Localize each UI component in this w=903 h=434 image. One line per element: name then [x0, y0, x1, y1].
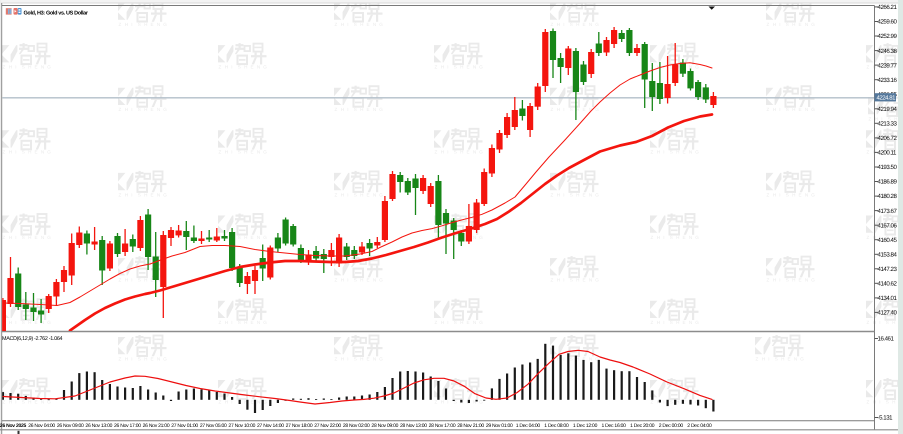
svg-text:1 Dec 16:00: 1 Dec 16:00	[601, 423, 626, 429]
svg-text:4219.94: 4219.94	[878, 106, 898, 113]
svg-text:27 Nov 22:00: 27 Nov 22:00	[314, 423, 341, 429]
svg-text:2 Dec 04:00: 2 Dec 04:00	[687, 423, 712, 429]
svg-text:28 Nov 17:00: 28 Nov 17:00	[429, 423, 456, 429]
svg-text:27 Nov 14:00: 27 Nov 14:00	[257, 423, 284, 429]
svg-text:MACD(6,12,9) -2.762 -1.064: MACD(6,12,9) -2.762 -1.064	[2, 336, 63, 342]
svg-text:4180.28: 4180.28	[878, 193, 898, 200]
svg-text:2 Dec 00:00: 2 Dec 00:00	[659, 423, 684, 429]
svg-text:4266.21: 4266.21	[878, 4, 898, 11]
svg-text:29 Nov 01:00: 29 Nov 01:00	[486, 423, 513, 429]
svg-text:4200.11: 4200.11	[878, 150, 897, 157]
svg-text:4233.16: 4233.16	[878, 77, 898, 84]
svg-text:28 Nov 09:00: 28 Nov 09:00	[371, 423, 398, 429]
svg-text:28 Nov 02:00: 28 Nov 02:00	[343, 423, 370, 429]
svg-text:16.461: 16.461	[878, 336, 895, 343]
svg-text:26 Nov 09:00: 26 Nov 09:00	[57, 423, 84, 429]
svg-text:26 Nov 17:00: 26 Nov 17:00	[114, 423, 141, 429]
svg-text:27 Nov 18:00: 27 Nov 18:00	[286, 423, 313, 429]
svg-text:4147.23: 4147.23	[878, 266, 898, 273]
svg-text:-5.131: -5.131	[878, 415, 894, 422]
svg-text:1 Dec 20:00: 1 Dec 20:00	[630, 423, 655, 429]
svg-text:4193.50: 4193.50	[878, 164, 898, 171]
svg-text:26 Nov 13:00: 26 Nov 13:00	[85, 423, 112, 429]
svg-text:4134.01: 4134.01	[878, 295, 898, 302]
svg-text:4186.89: 4186.89	[878, 179, 898, 186]
svg-text:26 Nov 04:00: 26 Nov 04:00	[28, 423, 55, 429]
svg-text:4213.33: 4213.33	[878, 121, 898, 128]
svg-text:4173.67: 4173.67	[878, 208, 898, 215]
svg-text:26 Nov 21:00: 26 Nov 21:00	[143, 423, 170, 429]
svg-text:4153.84: 4153.84	[878, 252, 898, 259]
svg-text:4140.62: 4140.62	[878, 281, 898, 288]
svg-text:4167.06: 4167.06	[878, 222, 898, 229]
svg-text:4246.38: 4246.38	[878, 48, 898, 55]
svg-text:28 Nov 13:00: 28 Nov 13:00	[400, 423, 427, 429]
svg-text:27 Nov 01:00: 27 Nov 01:00	[171, 423, 198, 429]
svg-text:28 Nov 21:00: 28 Nov 21:00	[457, 423, 484, 429]
svg-text:4252.99: 4252.99	[878, 33, 898, 40]
svg-text:4259.60: 4259.60	[878, 19, 898, 26]
svg-text:4127.40: 4127.40	[878, 310, 898, 317]
svg-text:1 Dec 08:00: 1 Dec 08:00	[544, 423, 569, 429]
svg-text:Gold, H3: Gold vs. US Dollar: Gold, H3: Gold vs. US Dollar	[24, 11, 89, 17]
svg-text:4206.72: 4206.72	[878, 135, 898, 142]
svg-text:4160.45: 4160.45	[878, 237, 898, 244]
svg-text:27 Nov 05:00: 27 Nov 05:00	[200, 423, 227, 429]
svg-text:1 Dec 12:00: 1 Dec 12:00	[573, 423, 598, 429]
svg-text:4239.77: 4239.77	[878, 62, 898, 69]
svg-text:1 Dec 04:00: 1 Dec 04:00	[516, 423, 541, 429]
svg-text:27 Nov 10:00: 27 Nov 10:00	[228, 423, 255, 429]
svg-text:4224.81: 4224.81	[877, 95, 897, 102]
svg-text:26 Nov 2025: 26 Nov 2025	[0, 423, 27, 429]
